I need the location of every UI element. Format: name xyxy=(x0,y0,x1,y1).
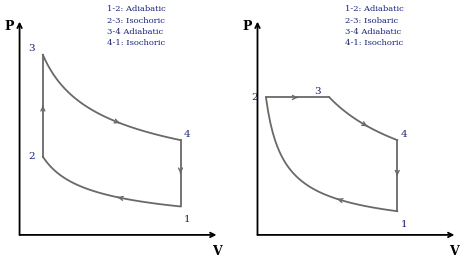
Text: 2: 2 xyxy=(28,152,35,161)
Text: 4: 4 xyxy=(401,130,407,139)
Text: 4: 4 xyxy=(183,130,190,139)
Text: V: V xyxy=(449,245,459,258)
Text: P: P xyxy=(4,20,14,33)
Text: 1-2: Adiabatic
2-3: Isochoric
3-4 Adiabatic
4-1: Isochoric: 1-2: Adiabatic 2-3: Isochoric 3-4 Adiaba… xyxy=(107,5,165,47)
Text: 1: 1 xyxy=(183,215,190,224)
Text: 3: 3 xyxy=(315,87,321,96)
Text: P: P xyxy=(242,20,252,33)
Text: 1: 1 xyxy=(401,220,407,229)
Text: 3: 3 xyxy=(28,44,35,53)
Text: 1-2: Adiabatic
2-3: Isobaric
3-4 Adiabatic
4-1: Isochoric: 1-2: Adiabatic 2-3: Isobaric 3-4 Adiabat… xyxy=(345,5,403,47)
Text: V: V xyxy=(211,245,221,258)
Text: 2: 2 xyxy=(251,93,258,102)
